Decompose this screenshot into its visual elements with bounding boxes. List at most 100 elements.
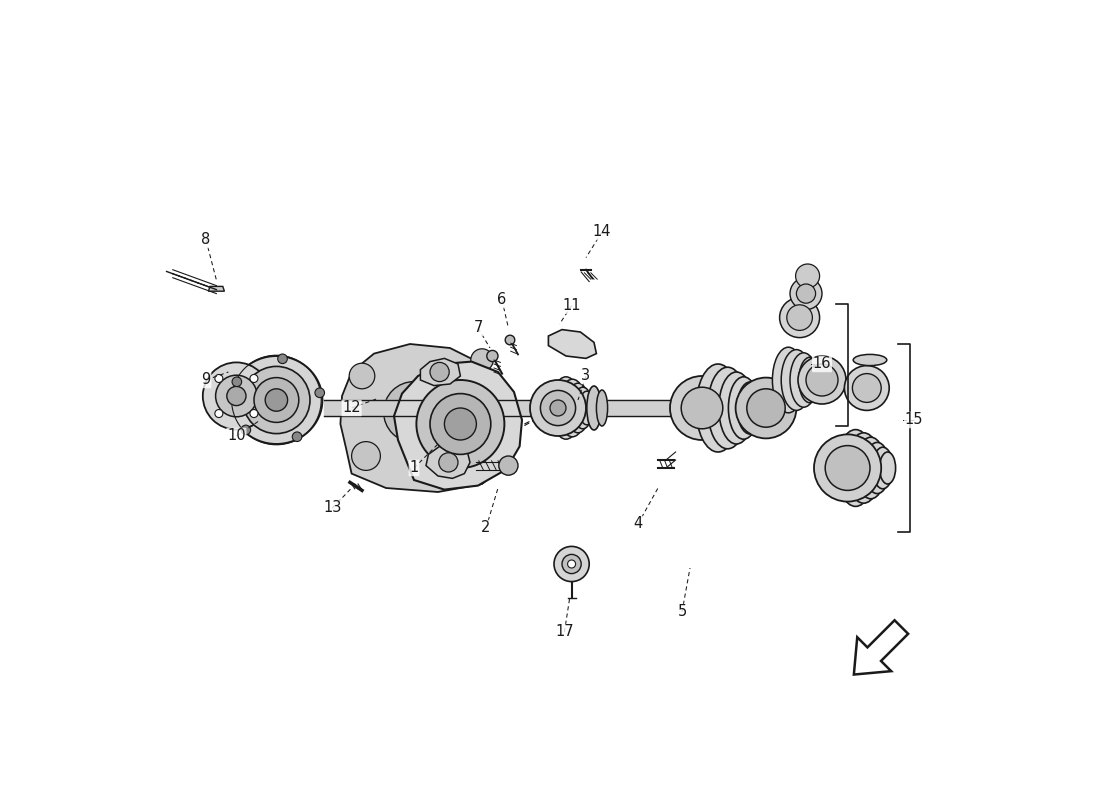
Text: 10: 10 xyxy=(227,429,245,443)
Circle shape xyxy=(444,408,476,440)
Ellipse shape xyxy=(696,364,740,452)
Text: 1: 1 xyxy=(409,461,419,475)
Circle shape xyxy=(202,362,270,430)
Ellipse shape xyxy=(728,377,759,439)
Polygon shape xyxy=(394,362,522,490)
Circle shape xyxy=(498,456,518,475)
Circle shape xyxy=(417,380,505,468)
Circle shape xyxy=(554,546,590,582)
Text: 17: 17 xyxy=(556,625,574,639)
Circle shape xyxy=(806,364,838,396)
Ellipse shape xyxy=(586,386,602,430)
Text: 11: 11 xyxy=(562,298,581,313)
Circle shape xyxy=(241,425,251,434)
Circle shape xyxy=(681,387,723,429)
Ellipse shape xyxy=(579,391,595,425)
Ellipse shape xyxy=(751,390,769,426)
Circle shape xyxy=(277,354,287,364)
Circle shape xyxy=(852,374,881,402)
Text: 16: 16 xyxy=(813,357,832,371)
Text: 7: 7 xyxy=(473,321,483,335)
Circle shape xyxy=(250,374,257,382)
Ellipse shape xyxy=(745,387,766,429)
Polygon shape xyxy=(208,286,224,291)
Polygon shape xyxy=(426,444,470,478)
Circle shape xyxy=(825,446,870,490)
Text: 15: 15 xyxy=(904,413,923,427)
Circle shape xyxy=(568,560,575,568)
Ellipse shape xyxy=(856,437,886,499)
Text: 12: 12 xyxy=(342,401,361,415)
Circle shape xyxy=(227,386,246,406)
Circle shape xyxy=(747,389,785,427)
Circle shape xyxy=(798,356,846,404)
Polygon shape xyxy=(549,330,596,358)
Text: 8: 8 xyxy=(201,233,210,247)
Ellipse shape xyxy=(790,353,817,407)
Ellipse shape xyxy=(836,430,874,506)
Polygon shape xyxy=(340,344,510,492)
Circle shape xyxy=(845,366,889,410)
Circle shape xyxy=(462,462,486,486)
Ellipse shape xyxy=(772,347,804,413)
Text: 2: 2 xyxy=(482,521,491,535)
Text: 6: 6 xyxy=(497,293,507,307)
Circle shape xyxy=(562,554,581,574)
Ellipse shape xyxy=(737,382,762,434)
Ellipse shape xyxy=(865,442,890,494)
Ellipse shape xyxy=(559,379,586,437)
Text: 5: 5 xyxy=(678,605,686,619)
Ellipse shape xyxy=(573,387,593,429)
Text: 13: 13 xyxy=(323,501,342,515)
Ellipse shape xyxy=(799,357,822,403)
Ellipse shape xyxy=(566,383,590,433)
Circle shape xyxy=(505,335,515,345)
Ellipse shape xyxy=(230,356,322,444)
Circle shape xyxy=(214,410,223,418)
Ellipse shape xyxy=(707,367,748,449)
Ellipse shape xyxy=(872,447,893,489)
Circle shape xyxy=(254,378,299,422)
Circle shape xyxy=(243,366,310,434)
Circle shape xyxy=(384,382,444,442)
Circle shape xyxy=(315,388,324,398)
Polygon shape xyxy=(420,358,461,386)
Ellipse shape xyxy=(551,377,581,439)
Circle shape xyxy=(790,278,822,310)
Circle shape xyxy=(487,350,498,362)
Circle shape xyxy=(471,349,493,371)
Circle shape xyxy=(250,410,257,418)
Circle shape xyxy=(550,400,566,416)
Text: 9: 9 xyxy=(201,373,210,387)
Circle shape xyxy=(795,264,820,288)
Text: 14: 14 xyxy=(593,225,612,239)
Ellipse shape xyxy=(596,390,607,426)
Circle shape xyxy=(670,376,734,440)
Circle shape xyxy=(814,434,881,502)
Ellipse shape xyxy=(846,433,881,503)
Polygon shape xyxy=(854,620,909,674)
Circle shape xyxy=(214,374,223,382)
Circle shape xyxy=(293,432,301,442)
Circle shape xyxy=(786,305,813,330)
Circle shape xyxy=(530,380,586,436)
Circle shape xyxy=(216,375,257,417)
Circle shape xyxy=(736,378,796,438)
Circle shape xyxy=(439,453,458,472)
Circle shape xyxy=(540,390,575,426)
Circle shape xyxy=(430,394,491,454)
Ellipse shape xyxy=(854,354,887,366)
Circle shape xyxy=(796,284,815,303)
Ellipse shape xyxy=(781,350,812,410)
Ellipse shape xyxy=(806,362,825,398)
Circle shape xyxy=(396,394,431,430)
Circle shape xyxy=(352,442,381,470)
Ellipse shape xyxy=(880,452,895,484)
Circle shape xyxy=(780,298,820,338)
Ellipse shape xyxy=(718,372,754,444)
Circle shape xyxy=(265,389,287,411)
Circle shape xyxy=(430,362,449,382)
Text: 4: 4 xyxy=(634,517,642,531)
Circle shape xyxy=(232,377,242,386)
Text: 3: 3 xyxy=(582,369,591,383)
